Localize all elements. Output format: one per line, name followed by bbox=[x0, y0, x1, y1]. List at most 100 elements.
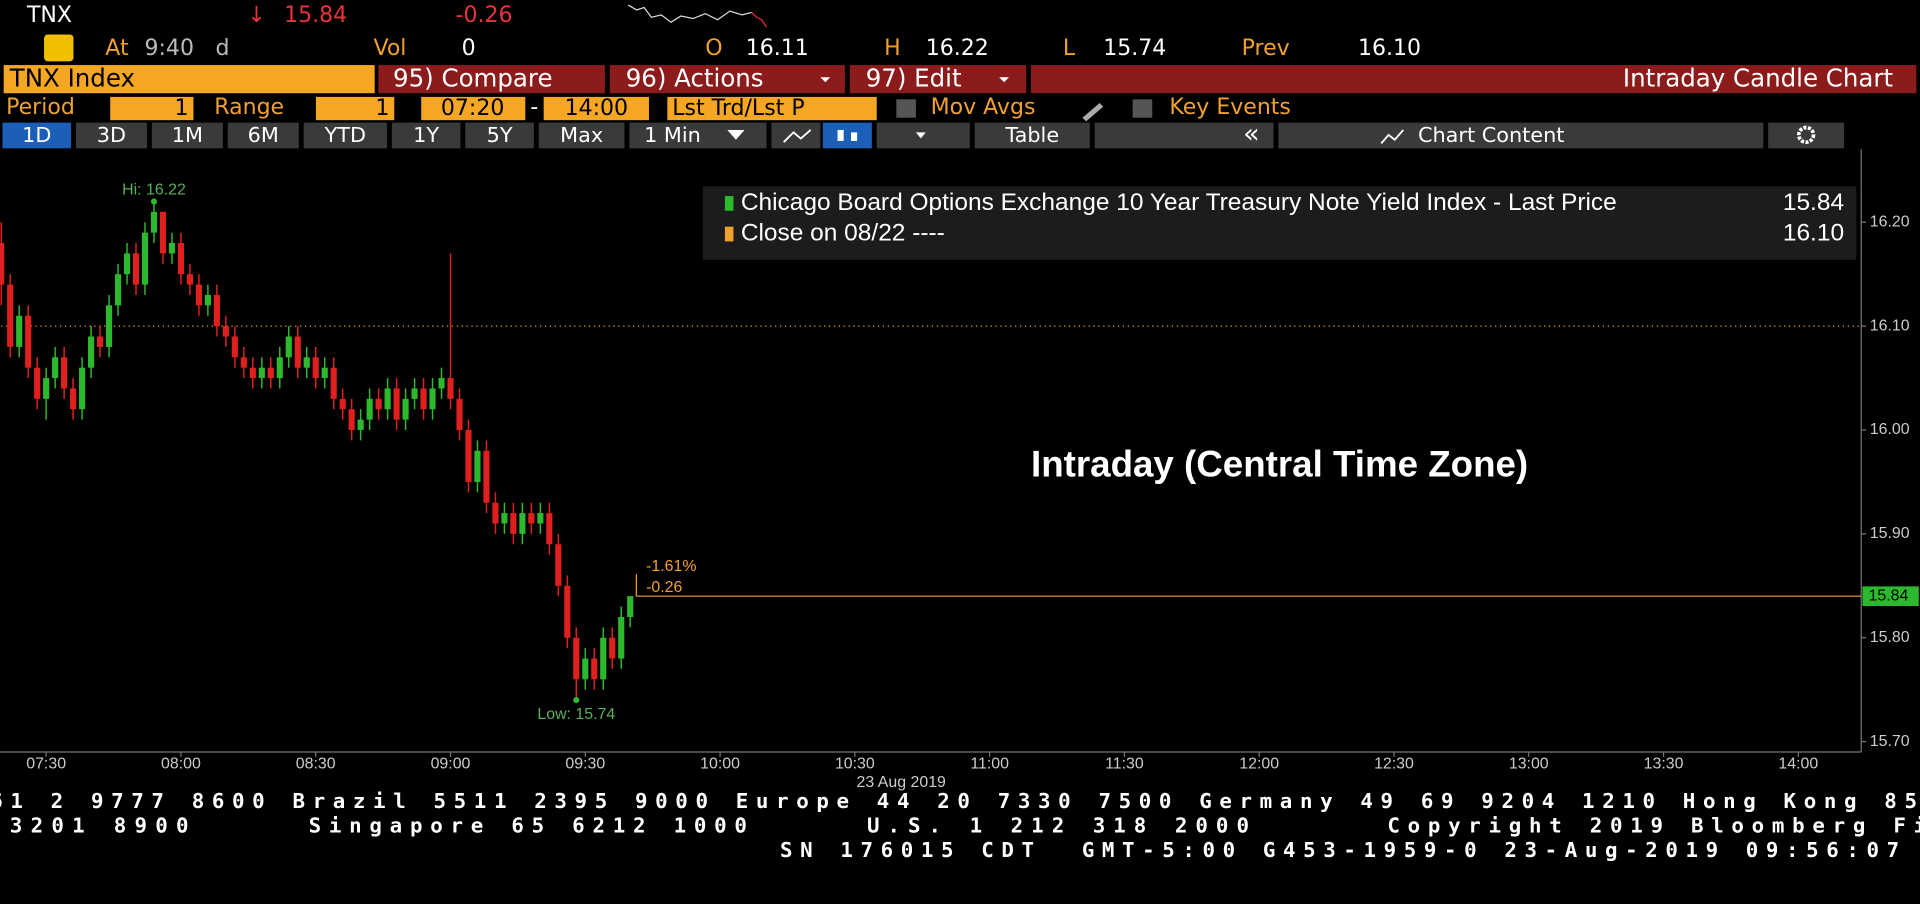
candle-body bbox=[420, 388, 427, 410]
table-button[interactable] bbox=[974, 122, 1090, 149]
candle-body bbox=[34, 367, 41, 399]
range-button[interactable] bbox=[391, 122, 461, 149]
open-label: O bbox=[705, 36, 722, 61]
candle-body bbox=[7, 284, 14, 347]
checkbox[interactable] bbox=[896, 99, 916, 118]
candle-body bbox=[159, 211, 167, 254]
content-icon bbox=[1380, 129, 1404, 145]
candle-body bbox=[393, 388, 400, 420]
candle-body bbox=[375, 398, 382, 410]
range-button[interactable] bbox=[303, 122, 387, 149]
content-button[interactable] bbox=[1278, 122, 1764, 149]
candle-body bbox=[501, 513, 508, 524]
candle-icon-button[interactable] bbox=[822, 122, 872, 149]
range-button[interactable] bbox=[465, 122, 534, 149]
x-tick-label: 08:00 bbox=[161, 755, 201, 772]
range-label: Range bbox=[214, 95, 284, 120]
pencil-icon[interactable] bbox=[1082, 103, 1104, 122]
security-field[interactable] bbox=[3, 65, 375, 94]
interval-button[interactable] bbox=[629, 122, 767, 149]
alert-icon[interactable] bbox=[44, 34, 74, 62]
ticker: TNX bbox=[26, 3, 72, 28]
period-field[interactable] bbox=[110, 96, 194, 121]
start-field[interactable] bbox=[421, 96, 526, 121]
candle-body bbox=[195, 284, 202, 306]
collapse-button[interactable] bbox=[1094, 122, 1274, 149]
plot: 15.70 15.80 15.90 16.00 16.10 16.20 07:30 08:00… bbox=[0, 182, 1919, 772]
range-button[interactable] bbox=[75, 122, 147, 149]
candle-body bbox=[339, 398, 346, 410]
candle-icon bbox=[837, 129, 844, 141]
range-button[interactable] bbox=[2, 122, 72, 149]
candle-body bbox=[402, 398, 409, 420]
line-icon bbox=[783, 129, 812, 143]
candle-body bbox=[276, 357, 283, 379]
change-pct: -1.61% bbox=[646, 558, 696, 575]
menu-bar bbox=[378, 65, 1917, 94]
period: 1 bbox=[175, 96, 189, 121]
direction: ↓ bbox=[247, 3, 265, 28]
prev: 16.10 bbox=[1358, 36, 1421, 61]
range-label: 1D bbox=[22, 123, 51, 147]
toolbar: 1 Min Table « Chart Content 1D 3D 1M 6M YTD 1… bbox=[2, 118, 1845, 149]
candle-body bbox=[267, 367, 274, 379]
vol: 0 bbox=[462, 36, 476, 61]
last-price: 15.84 bbox=[284, 3, 347, 28]
candle-body bbox=[627, 596, 634, 617]
event-field[interactable] bbox=[667, 96, 877, 121]
candle-body bbox=[0, 243, 5, 285]
candle-body bbox=[240, 357, 247, 368]
range-label: 1M bbox=[172, 123, 203, 147]
legend-box bbox=[702, 186, 1857, 260]
time: 9:40 bbox=[144, 36, 193, 61]
menu-compare[interactable]: 95) Compare bbox=[393, 64, 552, 93]
menu-edit[interactable]: 97) Edit bbox=[866, 64, 962, 93]
high-marker bbox=[150, 198, 158, 205]
at-label: At bbox=[105, 36, 129, 61]
x-tick-label: 07:30 bbox=[26, 755, 66, 772]
x-tick-label: 11:00 bbox=[970, 755, 1009, 772]
y-tick-label: 16.00 bbox=[1870, 421, 1910, 438]
range-button[interactable] bbox=[151, 122, 223, 149]
end-field[interactable] bbox=[543, 96, 649, 121]
mov-avgs[interactable]: Mov Avgs bbox=[931, 95, 1036, 120]
high-label: H bbox=[884, 36, 901, 61]
candle-body bbox=[105, 305, 113, 347]
collapse: « bbox=[1243, 118, 1259, 149]
x-tick-label: 09:00 bbox=[431, 755, 471, 772]
y-tick-label: 15.80 bbox=[1870, 629, 1910, 646]
checkbox[interactable] bbox=[1132, 99, 1153, 118]
candle-body bbox=[447, 378, 454, 399]
change: -0.26 bbox=[646, 579, 682, 596]
candle-body bbox=[70, 388, 77, 410]
x-tick-label: 14:00 bbox=[1778, 755, 1818, 772]
low-label: L bbox=[1063, 36, 1076, 61]
candle-body bbox=[582, 658, 589, 680]
range-button[interactable] bbox=[227, 122, 299, 149]
range-button[interactable] bbox=[538, 122, 625, 149]
candle-body bbox=[16, 315, 23, 347]
y-tick-label: 16.20 bbox=[1870, 213, 1910, 230]
x-tick-label: 08:30 bbox=[296, 755, 336, 772]
sparkline bbox=[627, 4, 752, 23]
candle-body bbox=[465, 430, 472, 482]
annotation: Intraday (Central Time Zone) bbox=[1031, 443, 1528, 484]
candle-body bbox=[312, 357, 319, 379]
legend-swatch bbox=[724, 226, 734, 242]
range-field[interactable] bbox=[315, 96, 395, 121]
candle-body bbox=[132, 253, 140, 285]
vol-label: Vol bbox=[373, 36, 406, 61]
key-events[interactable]: Key Events bbox=[1169, 95, 1291, 120]
candle-body bbox=[97, 336, 104, 347]
event-type: Lst Trd/Lst P bbox=[672, 96, 804, 121]
candle-body bbox=[52, 357, 59, 379]
candle-body bbox=[510, 513, 517, 534]
last-price-tag bbox=[1862, 586, 1919, 606]
menu-actions[interactable]: 96) Actions bbox=[626, 64, 764, 93]
candle-body bbox=[411, 388, 418, 399]
range-label: 1Y bbox=[413, 123, 439, 147]
candle-body bbox=[600, 637, 607, 680]
candle-body bbox=[231, 336, 238, 358]
